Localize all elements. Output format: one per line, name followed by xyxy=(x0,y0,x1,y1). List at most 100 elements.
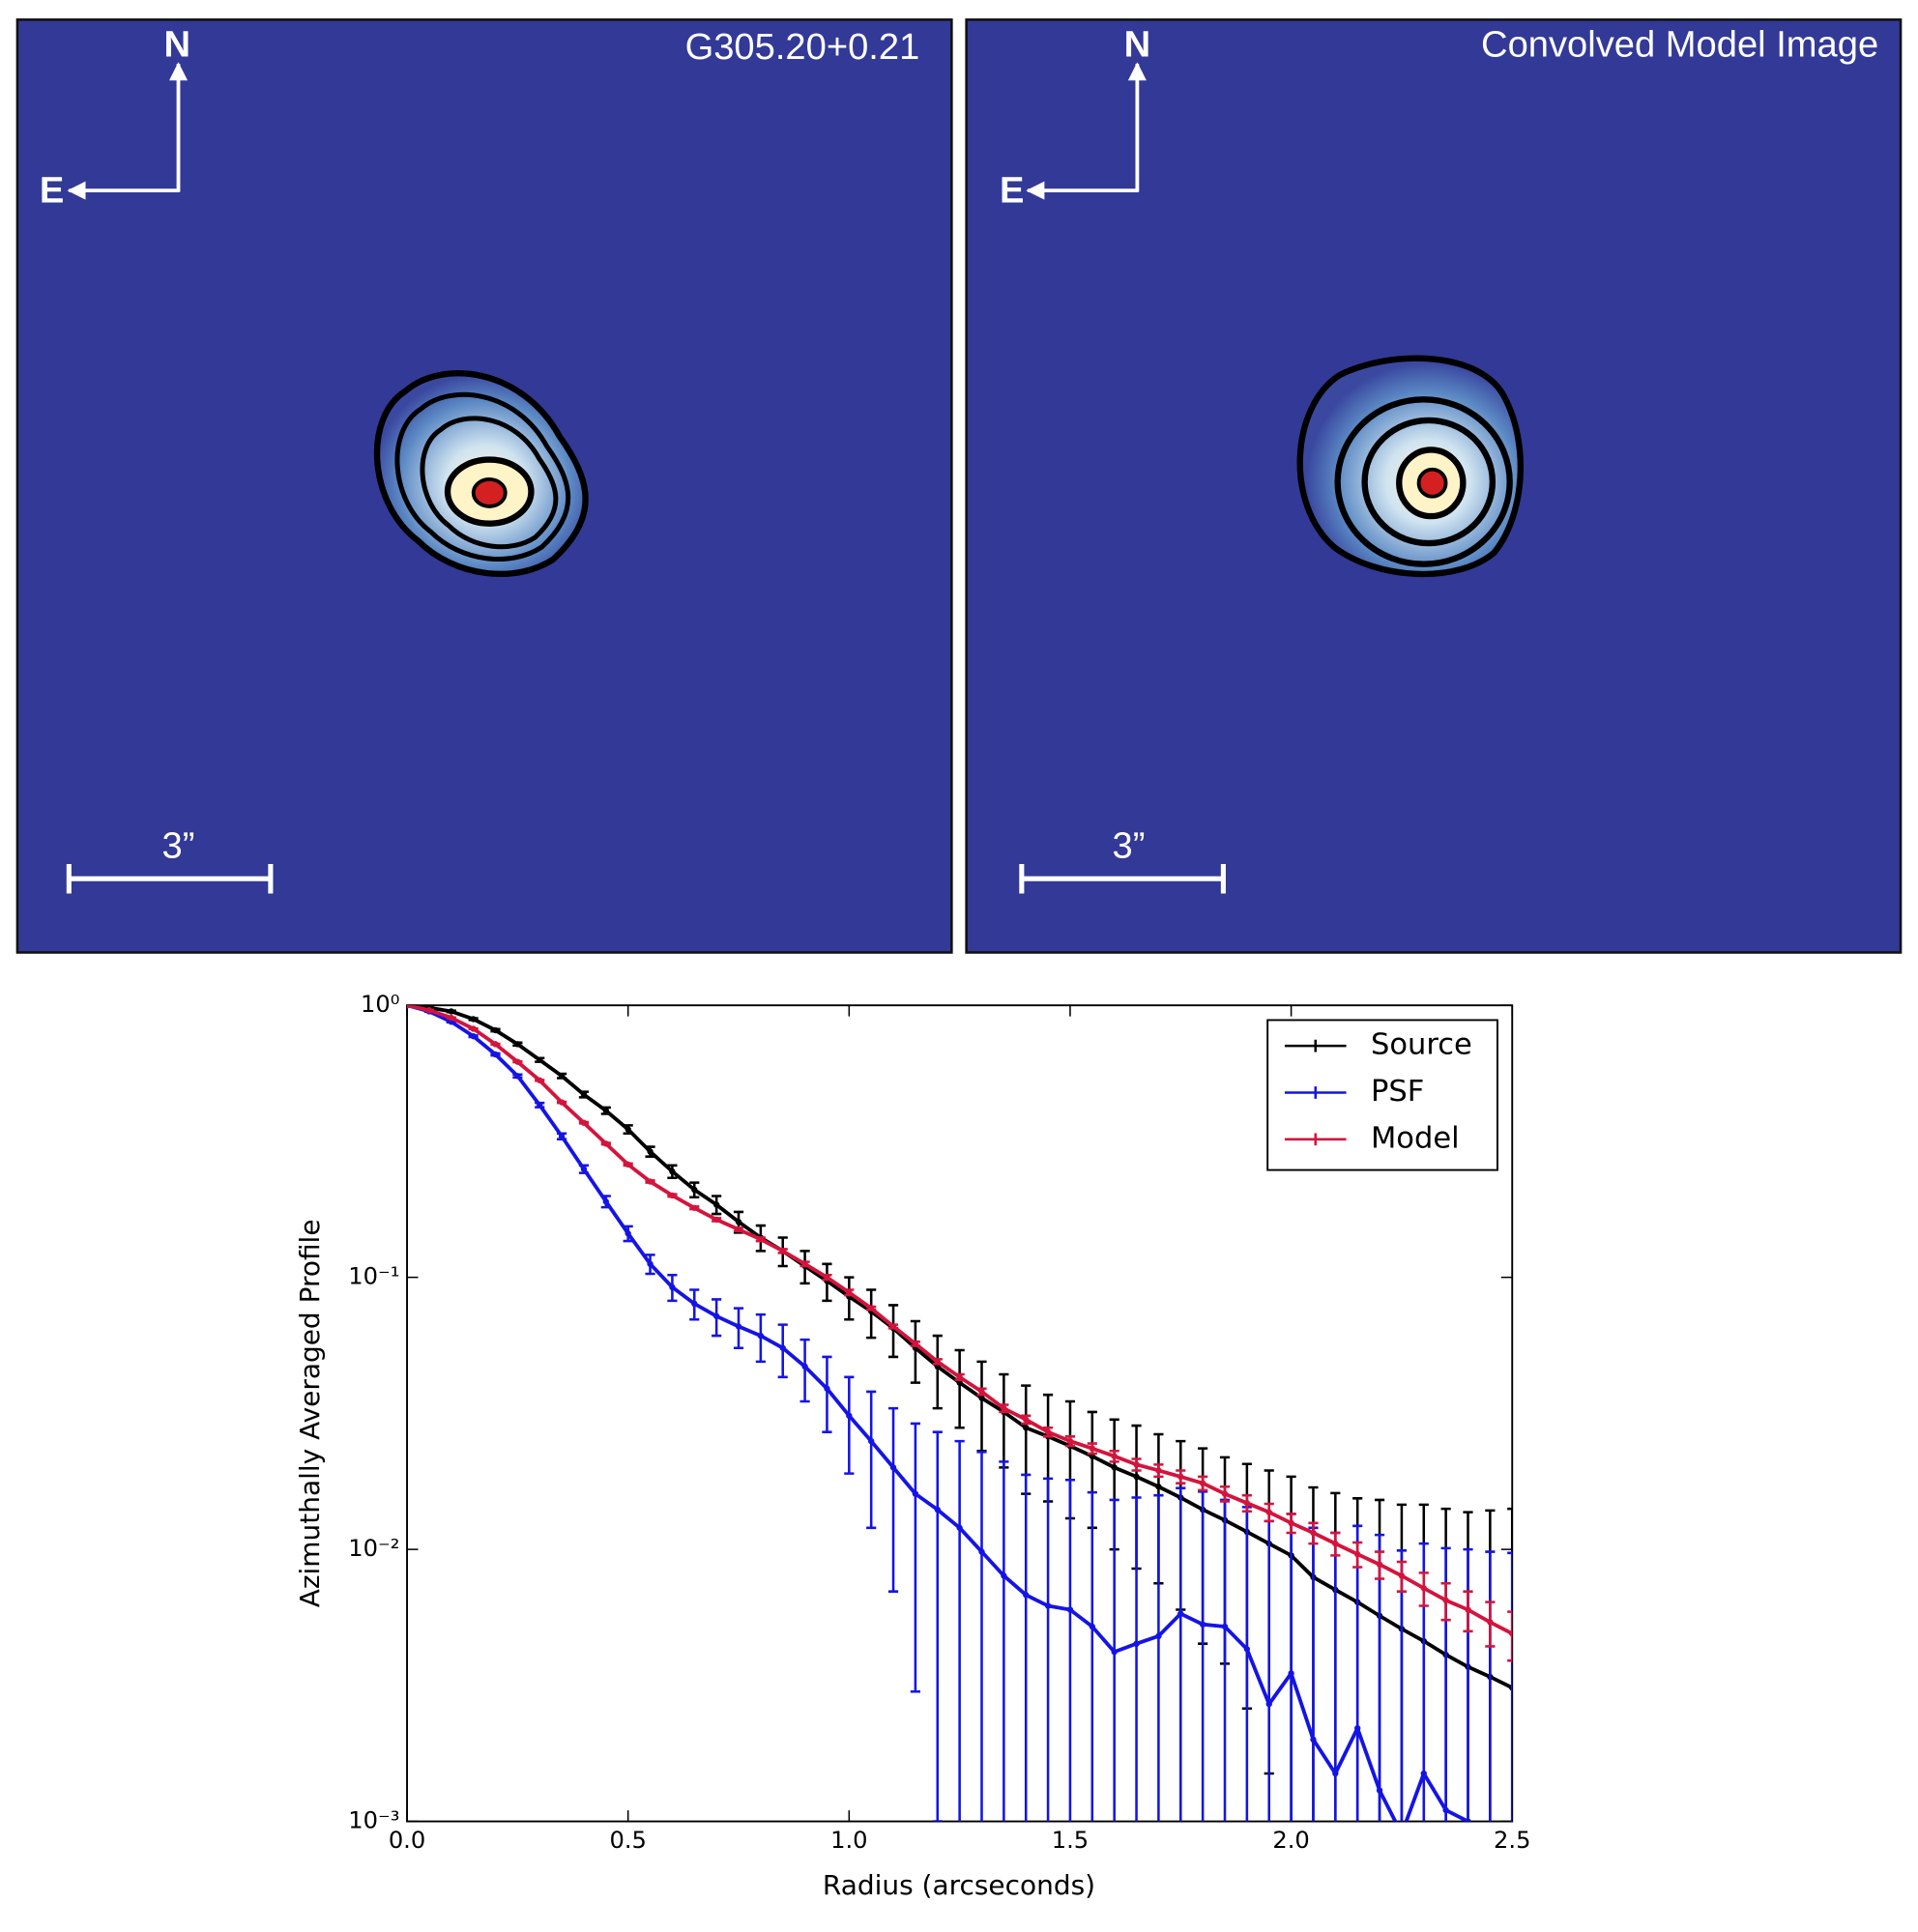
y-axis-label: Azimuthally Averaged Profile xyxy=(294,1219,326,1607)
point xyxy=(425,1007,433,1014)
point xyxy=(448,1014,454,1022)
point xyxy=(669,1192,676,1199)
point xyxy=(735,1219,742,1226)
point xyxy=(1376,1787,1383,1794)
point xyxy=(1023,1592,1030,1599)
point xyxy=(537,1102,543,1109)
point xyxy=(1420,1770,1427,1777)
point xyxy=(470,1032,477,1040)
panel-title: G305.20+0.21 xyxy=(685,26,920,68)
error-bar xyxy=(999,1460,1009,1822)
point xyxy=(1133,1473,1140,1481)
point xyxy=(1243,1499,1251,1507)
error-bar xyxy=(1507,1507,1513,1822)
point xyxy=(1001,1404,1007,1412)
point xyxy=(1111,1453,1118,1459)
point xyxy=(779,1248,786,1254)
scale-label: 3” xyxy=(162,825,195,867)
point xyxy=(647,1260,654,1267)
point xyxy=(625,1126,631,1133)
error-bar xyxy=(1064,1478,1076,1822)
point xyxy=(846,1289,853,1296)
point xyxy=(1310,1529,1317,1537)
error-bar xyxy=(954,1348,965,1429)
point xyxy=(1177,1610,1184,1617)
point xyxy=(868,1437,875,1445)
point xyxy=(1288,1670,1294,1677)
point xyxy=(602,1198,609,1205)
point xyxy=(580,1166,588,1172)
error-bar xyxy=(976,1451,987,1822)
point xyxy=(470,1016,477,1023)
point xyxy=(1133,1640,1140,1647)
point xyxy=(1398,1572,1406,1579)
error-bar xyxy=(932,1430,943,1822)
series-layer xyxy=(407,1005,1513,1851)
x-tick-label: 0.5 xyxy=(609,1827,646,1854)
x-tick-label: 1.0 xyxy=(830,1827,867,1854)
point xyxy=(470,1025,477,1032)
error-bar xyxy=(1021,1473,1032,1822)
legend-swatch xyxy=(1284,1086,1347,1099)
point xyxy=(669,1283,676,1291)
image-panel: N E 3” G305.20+0.21 xyxy=(15,18,953,954)
x-tick-label: 0.0 xyxy=(389,1827,425,1854)
x-tick-label: 2.5 xyxy=(1494,1827,1530,1854)
point xyxy=(580,1091,588,1098)
east-label: E xyxy=(1000,170,1024,212)
point xyxy=(647,1148,654,1155)
point xyxy=(1001,1572,1007,1579)
point xyxy=(1487,1845,1493,1851)
point xyxy=(824,1274,830,1281)
point xyxy=(647,1178,654,1185)
point xyxy=(1133,1461,1140,1468)
point xyxy=(712,1216,720,1224)
error-bar xyxy=(910,1319,920,1384)
point xyxy=(757,1236,765,1243)
error-bar xyxy=(1043,1477,1054,1822)
point xyxy=(558,1099,566,1106)
point xyxy=(492,1026,499,1034)
y-tick-label: 10⁰ xyxy=(361,991,399,1018)
point xyxy=(1354,1550,1361,1558)
error-bar xyxy=(887,1406,899,1593)
point xyxy=(735,1323,742,1330)
x-tick-label: 2.0 xyxy=(1272,1827,1309,1854)
point xyxy=(669,1168,676,1175)
point xyxy=(1354,1724,1361,1732)
y-tick-label: 10⁻³ xyxy=(348,1807,399,1834)
point xyxy=(912,1341,919,1347)
point xyxy=(1332,1770,1339,1777)
error-bar xyxy=(1153,1493,1164,1822)
point xyxy=(492,1051,499,1058)
x-axis-label: Radius (arcseconds) xyxy=(823,1869,1095,1901)
point xyxy=(1155,1632,1162,1639)
point xyxy=(934,1506,941,1514)
point xyxy=(956,1524,963,1531)
point xyxy=(448,1008,454,1015)
north-label: N xyxy=(163,23,190,65)
point xyxy=(846,1412,853,1419)
legend-label: PSF xyxy=(1371,1075,1424,1109)
point xyxy=(712,1201,720,1208)
point xyxy=(1111,1464,1118,1471)
y-tick-label: 10⁻¹ xyxy=(348,1263,399,1290)
error-bar xyxy=(1131,1496,1142,1822)
point xyxy=(889,1464,897,1471)
point xyxy=(934,1358,941,1366)
point xyxy=(1465,1818,1471,1822)
point xyxy=(1199,1621,1206,1628)
point xyxy=(1066,1606,1074,1613)
error-bar xyxy=(1176,1486,1186,1822)
error-bar xyxy=(1109,1498,1119,1822)
point xyxy=(1332,1540,1339,1547)
legend-swatch xyxy=(1284,1039,1347,1053)
point xyxy=(1111,1648,1118,1656)
point xyxy=(1221,1490,1229,1497)
point xyxy=(1221,1623,1229,1630)
point xyxy=(514,1058,521,1065)
point xyxy=(602,1107,609,1114)
image-panel: N E 3” Convolved Model Image xyxy=(965,18,1903,954)
panel-title: Convolved Model Image xyxy=(1481,23,1878,65)
